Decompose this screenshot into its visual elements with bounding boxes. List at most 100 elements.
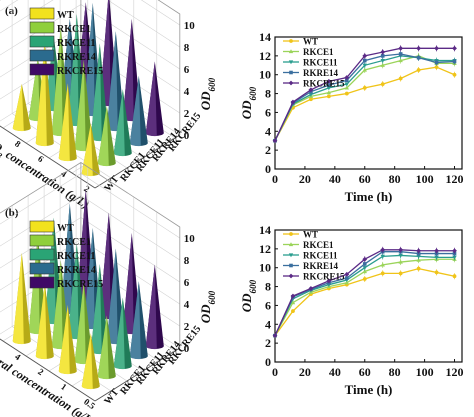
z-tick-label: 4 — [184, 299, 190, 311]
cone-highlight — [74, 281, 86, 365]
y-axis-label-part: 600 — [248, 279, 258, 293]
y-tick-label: 8 — [265, 87, 271, 101]
z-tick-label: 0 — [184, 343, 190, 355]
cone-highlight — [106, 31, 118, 132]
data-point — [416, 257, 421, 262]
y-tick-label: 8 — [265, 280, 271, 294]
data-point — [380, 49, 386, 55]
data-point — [308, 87, 314, 93]
cone-highlight — [51, 26, 63, 137]
legend-label: RKCE1 — [303, 240, 334, 250]
data-point — [326, 278, 332, 284]
plot-frame — [274, 36, 463, 170]
data-point — [308, 92, 314, 97]
legend-label: WT — [303, 230, 318, 240]
cone-highlight — [58, 305, 70, 375]
data-point — [362, 269, 367, 274]
legend-swatch — [29, 234, 55, 247]
x-tick-label: 0 — [272, 365, 278, 379]
z-tick-label: 4 — [184, 86, 190, 98]
data-point — [398, 259, 403, 264]
data-point — [290, 300, 296, 305]
y-axis-label: OD600 — [239, 279, 258, 312]
data-point — [434, 45, 439, 51]
data-point — [398, 45, 404, 51]
legend-swatch — [29, 49, 55, 62]
cone-highlight — [83, 228, 95, 330]
data-point — [289, 39, 293, 43]
data-point — [398, 76, 403, 81]
cone-highlight — [60, 203, 72, 315]
legend-label: RKCE1 — [57, 24, 91, 35]
data-point — [398, 58, 403, 63]
data-point — [452, 274, 457, 279]
y-axis-label-part: OD — [239, 100, 254, 119]
data-point — [288, 49, 294, 54]
x-tick-label: 60 — [359, 365, 371, 379]
z-axis-label: OD600 — [198, 77, 217, 110]
conc-tick-label: 4 — [59, 168, 69, 179]
data-point — [290, 99, 296, 105]
data-point — [288, 80, 294, 86]
x-tick-label: 100 — [416, 365, 434, 379]
conc-tick-label: 4 — [13, 351, 23, 362]
data-point — [362, 63, 367, 68]
y-tick-label: 4 — [265, 317, 271, 331]
wall-gridline — [0, 0, 180, 26]
y-tick-label: 10 — [259, 68, 271, 82]
data-point — [288, 273, 294, 279]
data-point — [309, 97, 313, 102]
data-point — [362, 86, 367, 90]
data-point — [344, 82, 350, 87]
cone-highlight — [106, 248, 118, 345]
data-point — [344, 91, 349, 96]
y-tick-label: 12 — [259, 242, 271, 256]
z-tick-label: 10 — [184, 20, 196, 32]
y-tick-label: 14 — [259, 223, 271, 237]
data-point — [345, 276, 349, 280]
legend-swatch — [29, 220, 55, 233]
legend-swatch — [29, 276, 55, 289]
data-point — [380, 54, 385, 58]
data-point — [434, 248, 439, 254]
cone-highlight — [67, 14, 79, 127]
cone-highlight — [12, 84, 24, 132]
data-point — [326, 78, 332, 84]
axis-line — [94, 347, 181, 402]
data-point — [344, 75, 350, 80]
data-point — [326, 86, 332, 91]
data-point — [288, 60, 294, 65]
data-point — [416, 68, 421, 72]
wall-gridline — [0, 173, 180, 239]
data-point — [272, 138, 278, 144]
y-axis-label: OD600 — [239, 86, 258, 119]
data-point — [416, 45, 422, 51]
legend-swatch — [29, 7, 55, 20]
data-point — [452, 72, 457, 77]
data-point — [434, 60, 439, 65]
x-tick-label: 120 — [446, 172, 464, 186]
legend-swatch — [29, 248, 55, 261]
y-tick-label: 4 — [265, 124, 271, 138]
data-point — [291, 309, 295, 313]
conc-tick-label: 2 — [82, 183, 92, 194]
data-point — [308, 286, 314, 291]
cone-highlight — [74, 60, 86, 152]
data-point — [452, 248, 457, 254]
data-point — [380, 262, 385, 267]
data-point — [326, 94, 331, 99]
data-point — [344, 271, 350, 277]
z-axis-label-part: 600 — [207, 77, 217, 91]
z-tick-label: 2 — [184, 108, 190, 120]
cone-highlight — [12, 253, 24, 345]
y-tick-label: 14 — [259, 30, 271, 44]
cone-highlight — [113, 89, 125, 157]
conc-tick-label: 8 — [13, 138, 23, 149]
legend-label: RKCRE15 — [303, 79, 345, 89]
panel-tag: (a) — [5, 5, 18, 17]
axis-line — [94, 134, 181, 189]
data-point — [289, 232, 293, 236]
data-point — [362, 53, 368, 59]
data-point — [398, 52, 403, 56]
data-point — [434, 65, 439, 70]
